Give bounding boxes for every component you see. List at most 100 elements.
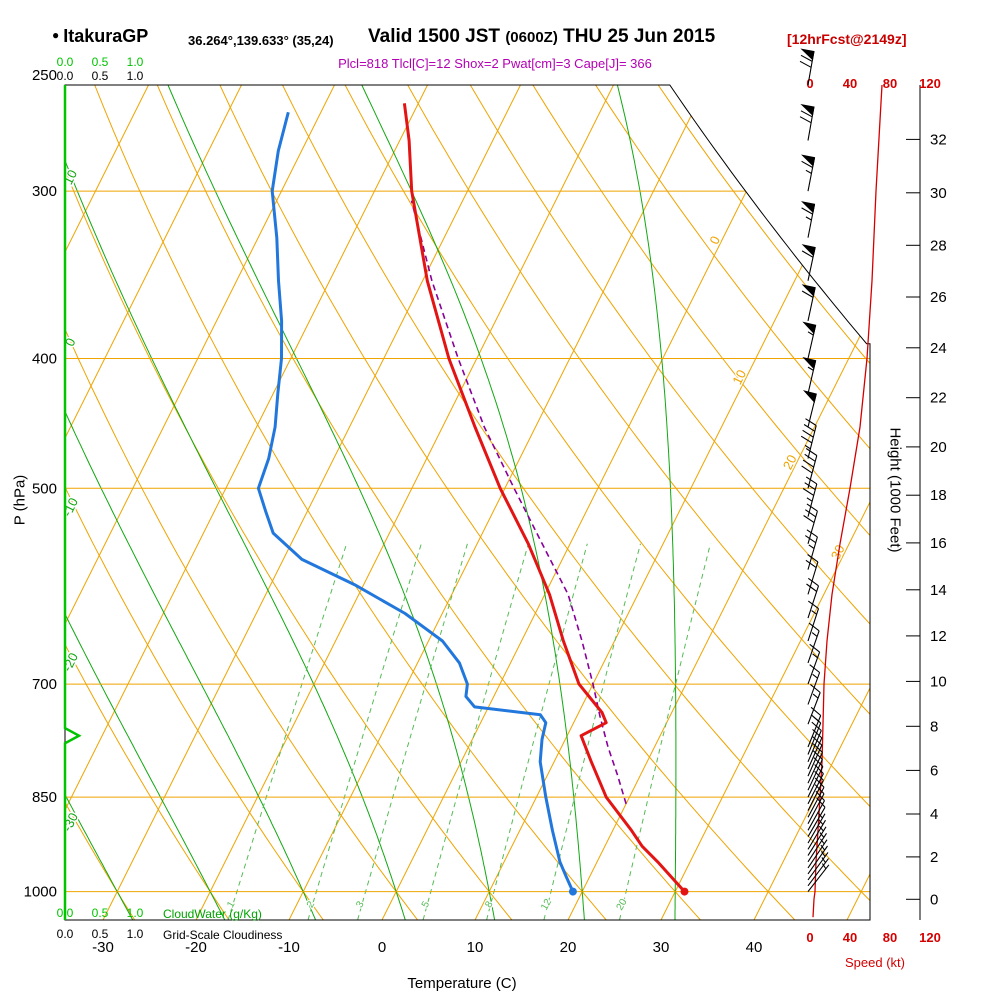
svg-text:14: 14 (930, 582, 947, 599)
temperature-axis-labels: -30 -20 -10 0 10 20 30 40 (92, 939, 762, 956)
pressure-axis-title: P (hPa) (11, 474, 29, 526)
svg-text:20: 20 (560, 939, 577, 956)
svg-text:-20: -20 (59, 650, 81, 674)
svg-text:300: 300 (32, 183, 57, 200)
svg-text:-30: -30 (92, 939, 114, 956)
forecast-tag: [12hrFcst@2149z] (787, 31, 907, 47)
svg-text:0.5: 0.5 (92, 906, 109, 920)
valid-time-title: Valid 1500 JST (0600Z) THU 25 Jun 2015 (368, 26, 715, 48)
grid-pressure-lines (65, 190, 870, 893)
svg-text:10: 10 (60, 167, 80, 187)
svg-text:18: 18 (930, 487, 947, 504)
svg-text:0: 0 (806, 930, 813, 945)
svg-text:2: 2 (930, 849, 938, 866)
svg-text:1000: 1000 (24, 884, 57, 901)
svg-text:26: 26 (930, 289, 947, 306)
valid-date: THU 25 Jun 2015 (557, 26, 716, 47)
svg-text:-10: -10 (278, 939, 300, 956)
svg-text:6: 6 (930, 762, 938, 779)
svg-text:12: 12 (930, 628, 947, 645)
svg-text:1.0: 1.0 (127, 927, 144, 941)
svg-text:400: 400 (32, 351, 57, 368)
svg-text:120: 120 (919, 930, 941, 945)
svg-text:20: 20 (930, 439, 947, 456)
valid-prefix: Valid 1500 JST (368, 26, 506, 47)
svg-text:-20: -20 (185, 939, 207, 956)
scale-ticks: 0.00.00.50.51.01.00.00.00.50.51.01.0 (57, 55, 144, 941)
svg-text:0.0: 0.0 (57, 927, 74, 941)
svg-text:0.0: 0.0 (57, 69, 74, 83)
station-coordinates: 36.264°,139.633° (35,24) (188, 33, 334, 48)
plot-border (64, 84, 871, 921)
cloudwater-trace (63, 85, 82, 920)
svg-text:80: 80 (883, 76, 897, 91)
height-axis-title: Height (1000 Feet) (886, 427, 904, 553)
grid-isotherms (65, 85, 870, 920)
svg-text:40: 40 (843, 930, 857, 945)
wind-speed-curve (812, 84, 883, 918)
valid-zulu: (0600Z) (505, 29, 558, 46)
svg-text:10: 10 (467, 939, 484, 956)
cloudwater-axis-title: CloudWater (g/Kg) (163, 907, 262, 921)
svg-text:2: 2 (305, 899, 318, 910)
svg-text:28: 28 (930, 237, 947, 254)
surface-temp-dot (680, 887, 689, 896)
svg-text:1.0: 1.0 (127, 55, 144, 69)
svg-text:16: 16 (930, 535, 947, 552)
svg-text:40: 40 (746, 939, 763, 956)
svg-text:700: 700 (32, 676, 57, 693)
svg-text:40: 40 (843, 76, 857, 91)
station-marker-icon: ● (52, 28, 60, 42)
wind-barbs (799, 48, 830, 892)
height-axis (906, 85, 921, 920)
svg-text:1.0: 1.0 (127, 906, 144, 920)
grid-dry-adiabats (65, 85, 870, 920)
station-name: ItakuraGP (63, 26, 149, 46)
mixing-ratio-labels: 1 2 3 5 8 12 20 (224, 896, 631, 914)
svg-text:4: 4 (930, 806, 938, 823)
temperature-curve (402, 103, 686, 893)
svg-text:30: 30 (653, 939, 670, 956)
svg-text:850: 850 (32, 789, 57, 806)
svg-text:0.0: 0.0 (57, 55, 74, 69)
svg-text:20: 20 (780, 452, 800, 472)
svg-text:80: 80 (883, 930, 897, 945)
stability-indices-line: Plcl=818 Tlcl[C]=12 Shox=2 Pwat[cm]=3 Ca… (338, 56, 652, 71)
svg-text:12: 12 (539, 897, 554, 913)
speed-axis-title: Speed (kt) (845, 955, 905, 970)
svg-text:0.5: 0.5 (92, 69, 109, 83)
svg-text:30: 30 (930, 185, 947, 202)
svg-text:500: 500 (32, 480, 57, 497)
svg-text:250: 250 (32, 67, 57, 84)
svg-text:0: 0 (930, 891, 938, 908)
svg-text:1.0: 1.0 (127, 69, 144, 83)
svg-text:0: 0 (378, 939, 386, 956)
svg-text:120: 120 (919, 76, 941, 91)
svg-text:10: 10 (930, 673, 947, 690)
svg-text:0: 0 (806, 76, 813, 91)
surface-dewpoint-dot (568, 887, 577, 896)
svg-text:22: 22 (930, 390, 947, 407)
pressure-axis-labels: 250 300 400 500 700 850 1000 (24, 67, 57, 901)
dewpoint-curve (256, 111, 575, 893)
svg-text:0.5: 0.5 (92, 927, 109, 941)
svg-text:24: 24 (930, 340, 947, 357)
svg-text:0: 0 (706, 233, 723, 246)
cloudiness-axis-title: Grid-Scale Cloudiness (163, 928, 283, 942)
svg-text:8: 8 (483, 899, 496, 910)
temperature-axis-title: Temperature (C) (407, 975, 517, 992)
svg-text:20: 20 (615, 897, 630, 913)
svg-text:-30: -30 (59, 810, 81, 834)
grid-moist-adiabats (65, 85, 677, 920)
svg-text:32: 32 (930, 131, 947, 148)
svg-text:-10: -10 (59, 495, 81, 519)
svg-text:8: 8 (930, 718, 938, 735)
svg-text:3: 3 (354, 899, 367, 910)
svg-text:5: 5 (420, 899, 433, 910)
station-title: ● ItakuraGP (52, 26, 148, 47)
grid-mixing-ratio-lines (227, 543, 711, 920)
